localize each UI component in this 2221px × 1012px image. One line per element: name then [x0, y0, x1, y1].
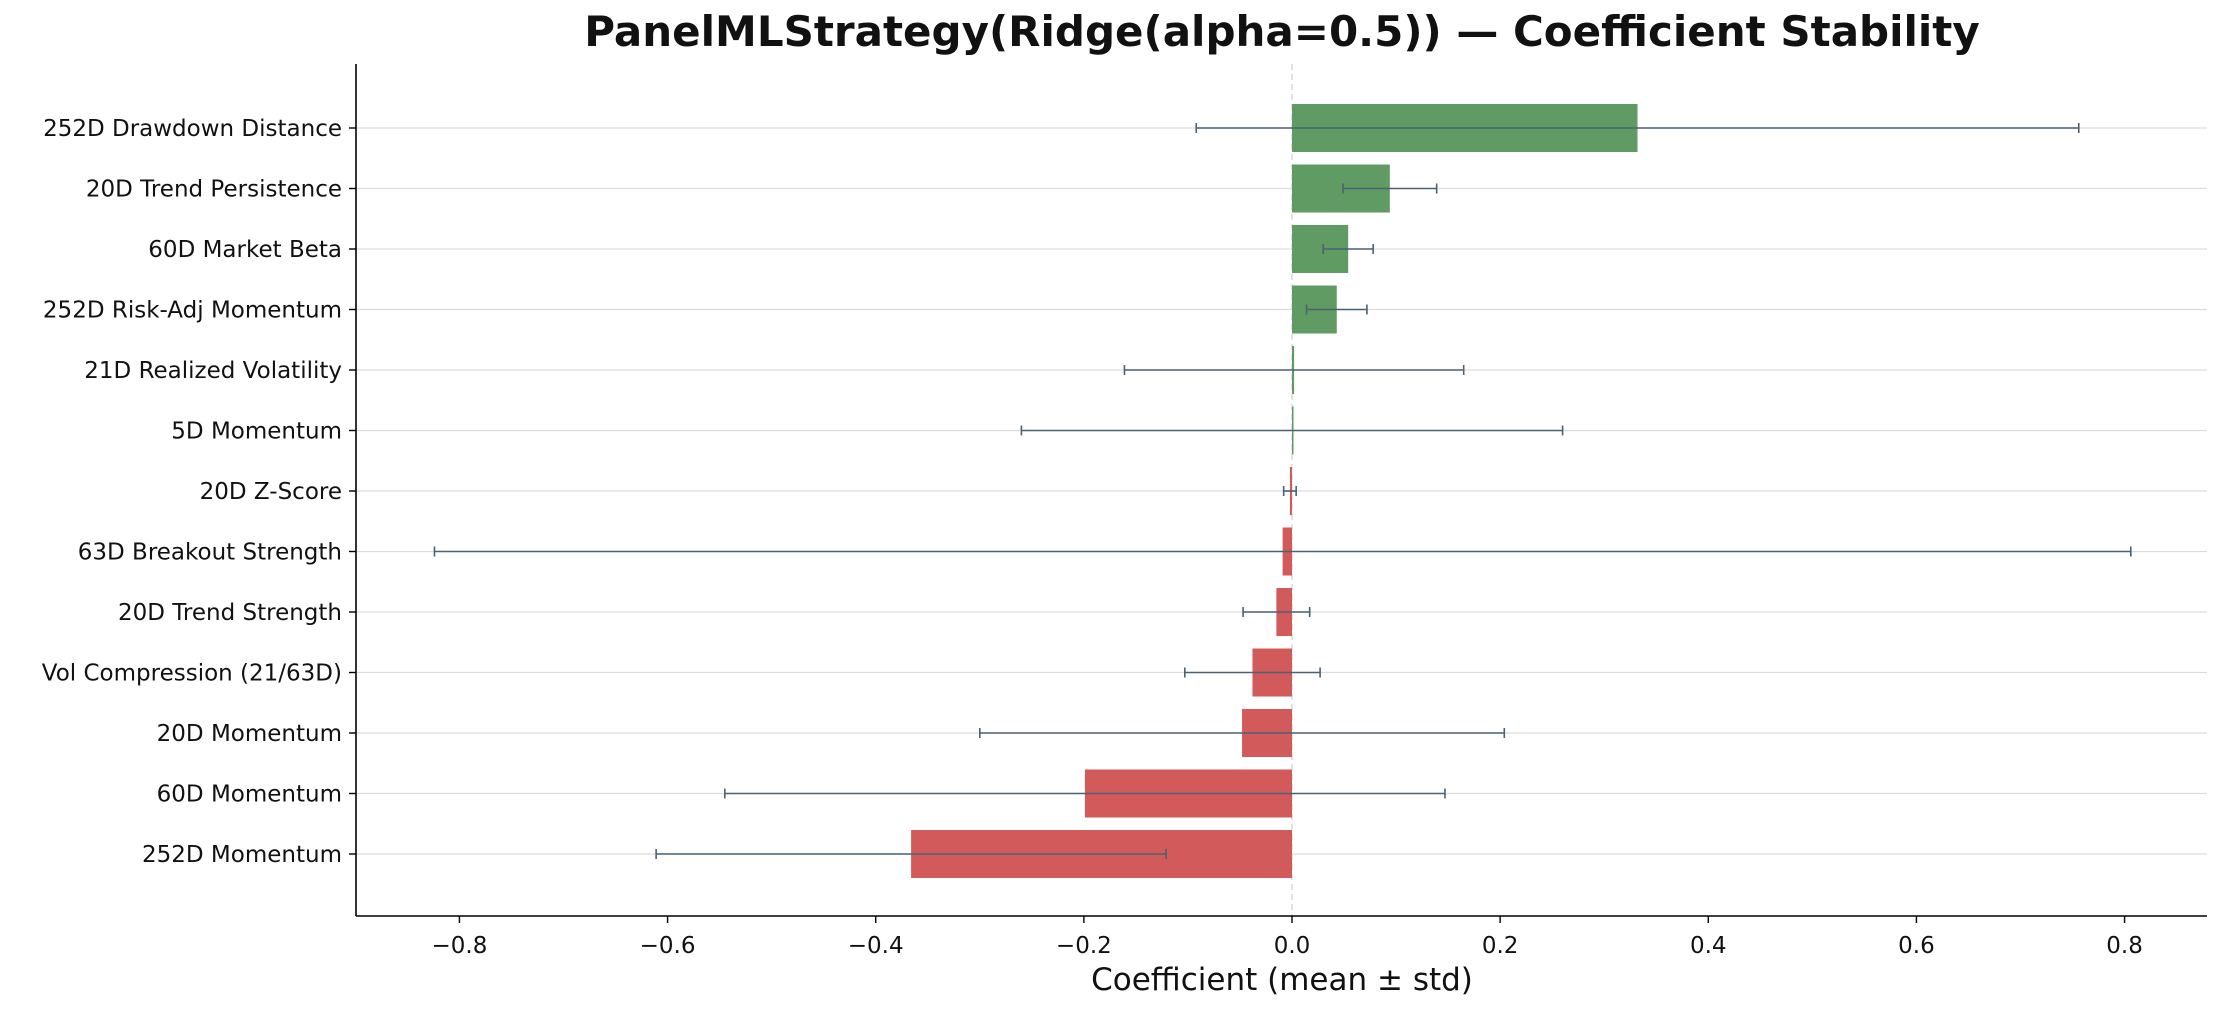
error-bar: [1342, 183, 1438, 194]
error-bars-layer: [433, 123, 2132, 859]
y-ticks-layer: 252D Drawdown Distance 20D Trend Persiste…: [42, 116, 356, 868]
x-axis-label: Coefficient (mean ± std): [1091, 962, 1473, 998]
y-tick-label: 20D Z-Score: [200, 479, 342, 505]
error-bar: [724, 788, 1446, 799]
error-bar: [1322, 244, 1374, 254]
x-tick-label: 0.2: [1482, 933, 1519, 959]
error-bar: [1184, 667, 1321, 678]
x-tick-label: 0.4: [1690, 933, 1727, 959]
y-tick-label: 5D Momentum: [171, 419, 342, 445]
y-tick-label: Vol Compression (21/63D): [42, 661, 342, 687]
error-bar: [433, 546, 2132, 557]
y-tick-label: 20D Trend Persistence: [86, 177, 342, 203]
y-tick-label: 60D Market Beta: [148, 237, 342, 263]
y-tick-label: 60D Momentum: [157, 782, 342, 808]
y-tick-label: 21D Realized Volatility: [84, 358, 342, 384]
x-tick-label: −0.8: [432, 933, 488, 959]
y-tick-label: 20D Trend Strength: [118, 600, 342, 626]
y-tick-label: 252D Momentum: [142, 842, 342, 868]
x-ticks-layer: −0.8 −0.6 −0.4 −0.2 0.0 0.2 0.4 0.6 0.8: [432, 916, 2143, 959]
x-tick-label: −0.4: [848, 933, 904, 959]
axes-layer: [355, 64, 2207, 917]
error-bar: [978, 728, 1506, 738]
error-bar: [1305, 304, 1368, 315]
error-bar: [1020, 425, 1564, 436]
error-bar: [1242, 607, 1311, 617]
error-bar: [1282, 486, 1297, 496]
y-tick-label: 252D Drawdown Distance: [43, 116, 342, 142]
y-tick-label: 63D Breakout Strength: [78, 540, 342, 566]
x-tick-label: −0.2: [1056, 933, 1112, 959]
error-bar: [655, 849, 1167, 859]
x-tick-label: 0.8: [2106, 933, 2143, 959]
error-bar: [1195, 123, 2080, 133]
y-tick-label: 252D Risk-Adj Momentum: [43, 298, 342, 324]
x-tick-label: 0.6: [1898, 933, 1935, 959]
x-tick-label: 0.0: [1274, 933, 1311, 959]
error-bar: [1123, 365, 1465, 375]
chart-title: PanelMLStrategy(Ridge(alpha=0.5)) — Coef…: [584, 7, 1980, 56]
x-tick-label: −0.6: [640, 933, 696, 959]
y-tick-label: 20D Momentum: [157, 721, 342, 747]
